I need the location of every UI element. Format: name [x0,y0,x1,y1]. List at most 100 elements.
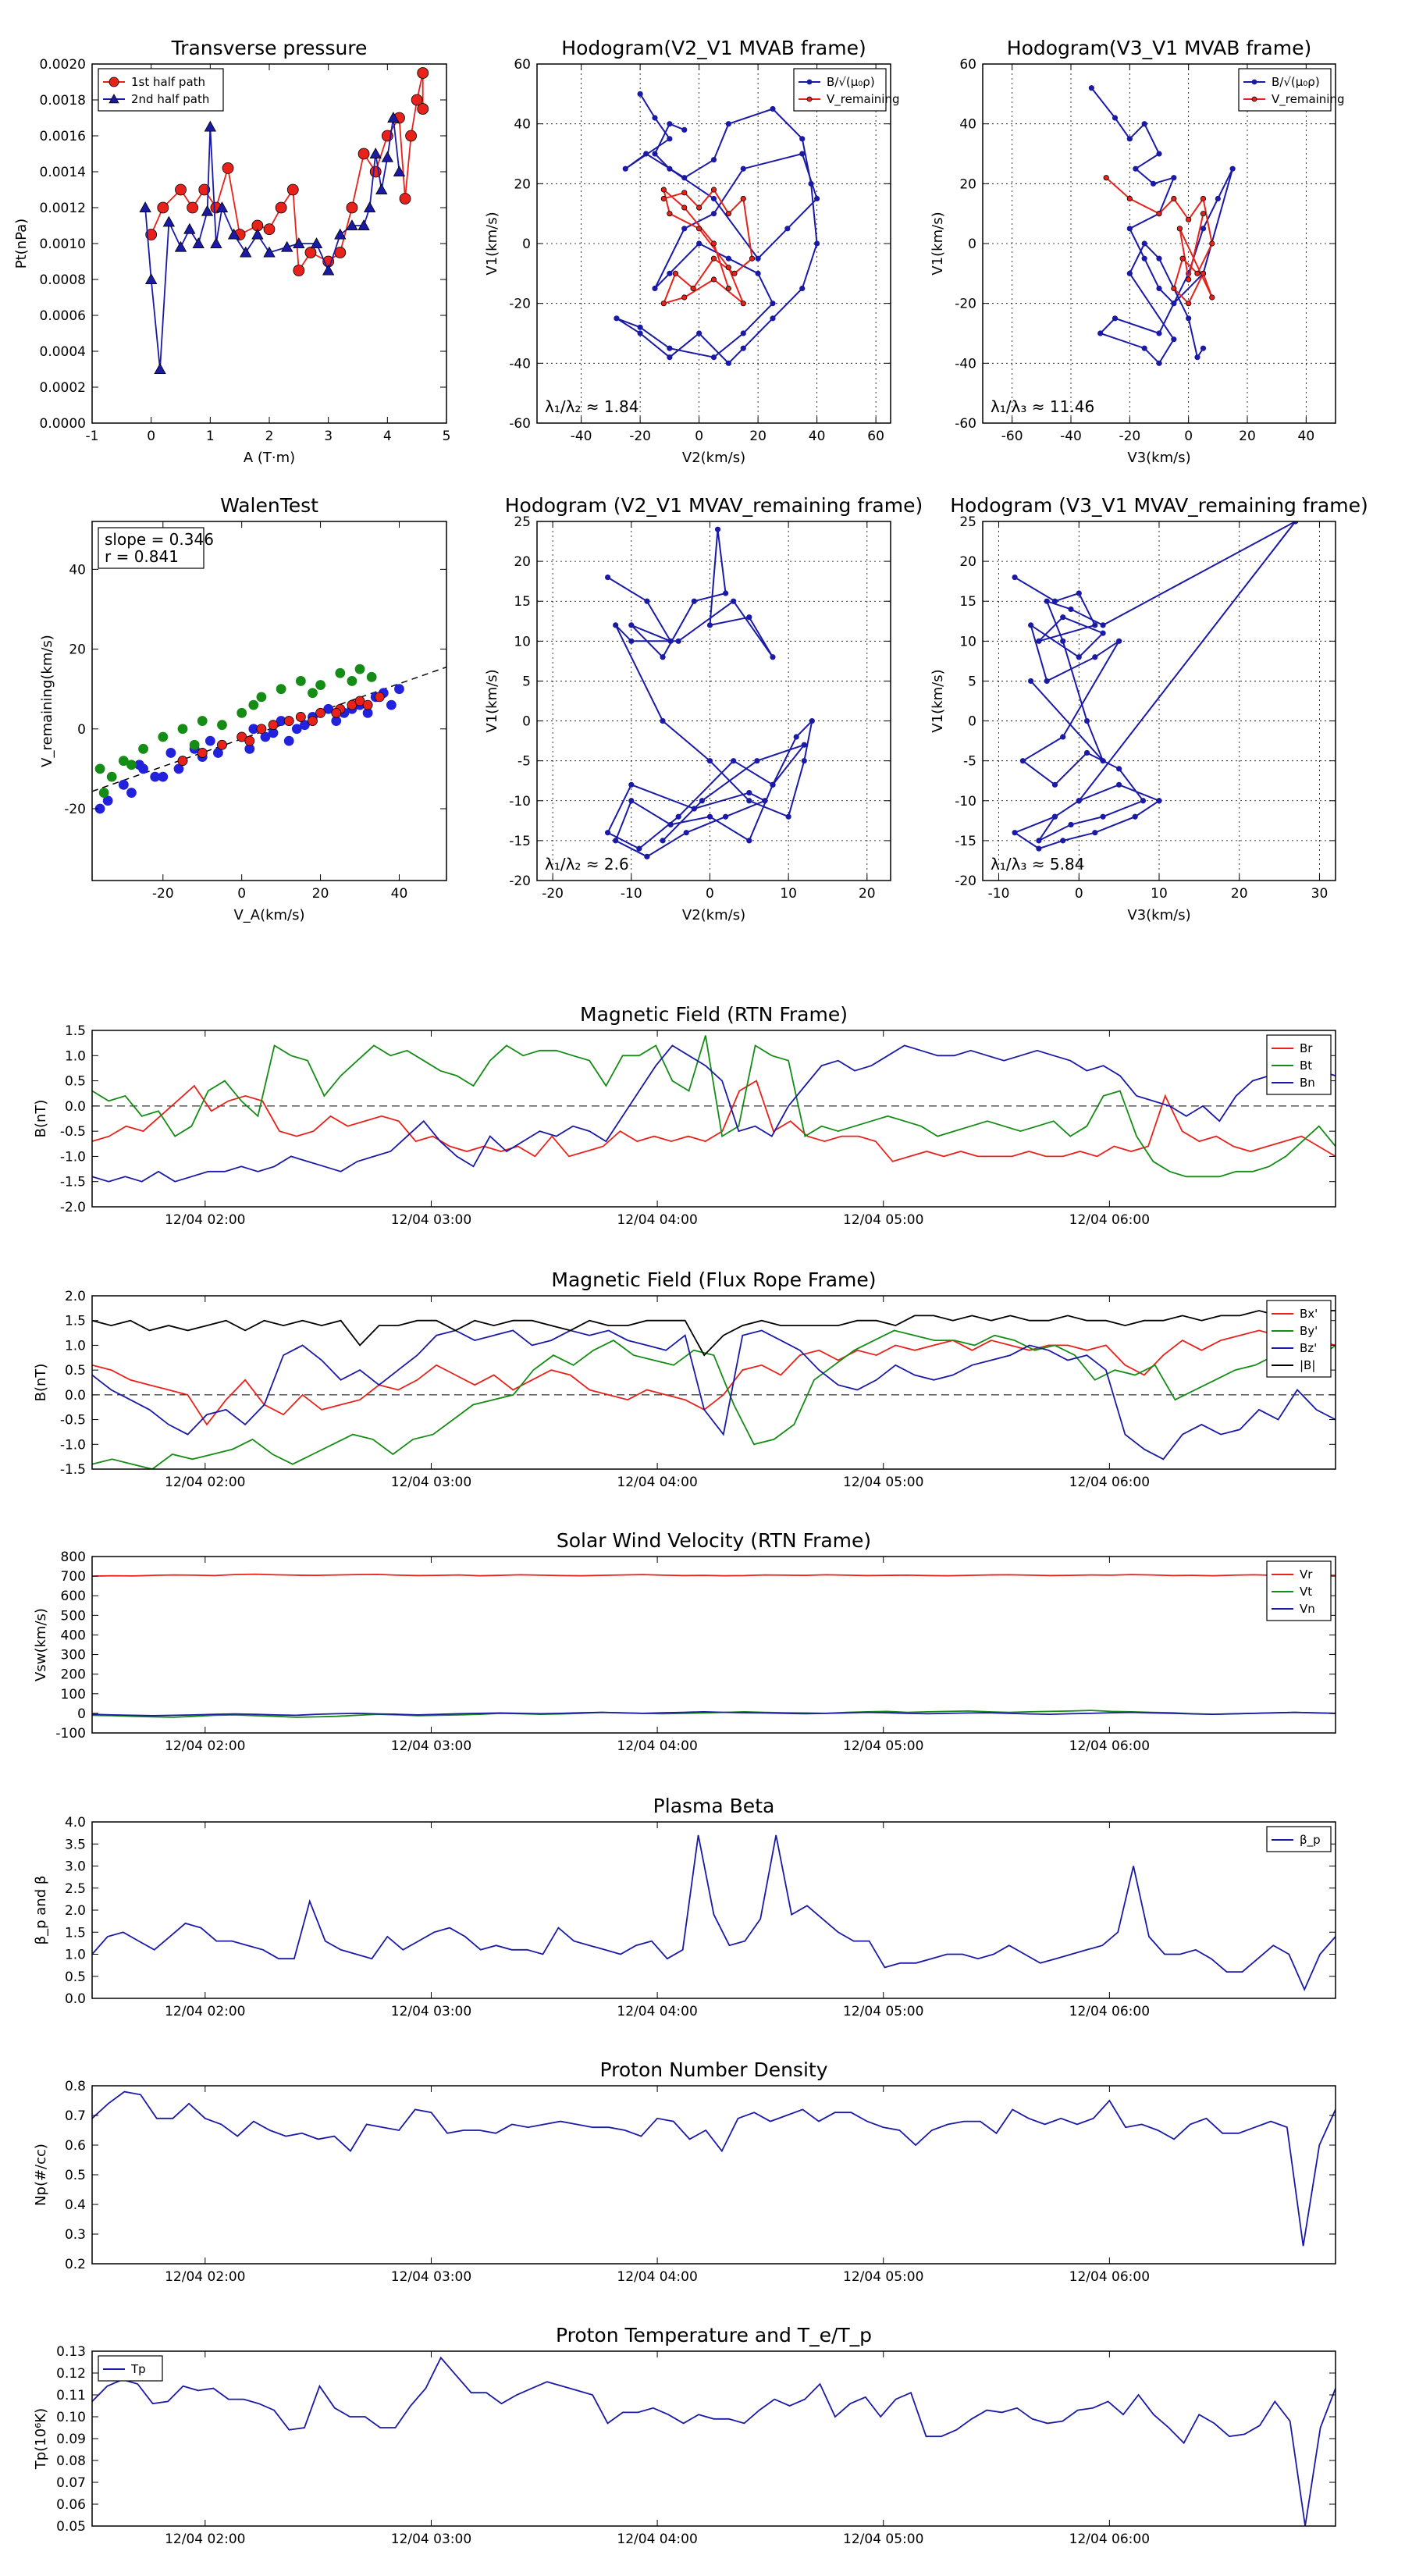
legend-marker [1251,96,1257,102]
data-point [1036,845,1042,852]
data-point [177,724,188,735]
x-tick-label: 0 [1075,886,1083,902]
plot-area [92,1310,1336,1469]
data-point [1171,285,1177,292]
data-point [1215,195,1221,202]
x-tick-label: 0 [695,429,703,444]
y-tick-label: 0.08 [56,2453,86,2469]
data-point [1194,270,1200,276]
plot-area [1088,85,1236,366]
legend-label: V_remaining [1272,92,1345,107]
series-line-V_remaining [662,187,753,305]
data-point [714,526,721,532]
annotation-text: λ₁/λ₂ ≈ 1.84 [545,397,638,416]
legend-label: 2nd half path [131,92,209,106]
data-point [417,103,429,115]
y-tick-label: 0 [77,1706,86,1722]
y-tick-label: 400 [61,1628,86,1643]
series-line-B/√(μ₀ρ) [1090,87,1234,365]
data-point [731,270,738,276]
data-point [660,195,667,202]
x-tick-label: 40 [809,429,826,444]
data-point [268,720,279,731]
x-tick-label: -20 [1119,429,1140,444]
y-tick-label: 800 [61,1550,86,1565]
data-point [417,67,429,79]
y-tick-label: 0.6 [65,2138,86,2154]
axes-frame [536,521,891,881]
data-point [1112,115,1119,121]
chart-walen: WalenTest -20 0 20 40 -20 0 20 40 V_A(km/s) V_rema… [39,494,447,923]
legend-label: 1st half path [131,75,205,89]
x-tick-label: 12/04 03:00 [391,1738,471,1754]
y-tick-label: -60 [955,416,976,432]
plot-area [92,2090,1336,2247]
data-point [1051,781,1058,788]
data-point [1019,758,1026,764]
data-point [660,187,667,193]
data-point [613,838,619,844]
y-tick-label: 1.0 [65,1048,86,1064]
y-tick-label: -2.0 [60,1200,86,1215]
data-point [681,175,688,181]
series-line-0 [92,2090,1336,2247]
y-axis-label: V1(km/s) [484,669,500,732]
data-point [1141,345,1147,351]
y-axis-label: β_p and β [33,1876,49,1945]
data-point [308,716,318,726]
y-tick-label: 0.0002 [40,380,86,396]
y-tick-label: 0.0012 [40,201,86,216]
data-point [374,692,385,703]
chart-hv2: Hodogram(V2_V1 MVAB frame) -40 -20 0 20 40 60 -… [484,37,900,466]
data-point [696,330,702,336]
data-point [192,237,205,249]
x-tick-label: 0 [147,429,155,444]
data-point [1060,734,1066,740]
data-point [291,724,302,735]
data-point [814,240,820,247]
data-point [660,654,666,660]
data-point [197,748,208,758]
data-point [754,758,760,764]
data-point [725,360,731,366]
data-point [722,813,729,820]
chart-title: Hodogram(V2_V1 MVAB frame) [561,37,866,59]
series-line-Bz' [92,1329,1336,1461]
fit-line [92,666,446,792]
data-point [315,680,325,690]
data-point [1176,226,1183,232]
chart-hv3: Hodogram(V3_V1 MVAB frame) -60 -40 -20 0 20 40… [930,37,1345,466]
x-tick-label: -40 [1060,429,1082,444]
data-point [675,813,681,820]
x-tick-label: 12/04 02:00 [165,2004,245,2019]
data-point [675,638,681,644]
y-tick-label: -100 [55,1726,86,1742]
y-tick-label: 0.5 [65,2168,86,2183]
data-point [331,707,342,718]
y-tick-label: -20 [64,802,86,817]
data-point [227,228,240,240]
data-point [1068,606,1074,613]
data-point [667,211,673,217]
y-tick-label: -20 [509,297,531,312]
y-axis-label: Np(#/cc) [33,2144,49,2206]
data-point [622,165,628,172]
y-tick-label: 1.0 [65,1948,86,1963]
legend-box [1266,1826,1332,1852]
legend-label: Tp [130,2362,146,2376]
data-point [710,187,717,193]
data-point [1100,813,1106,820]
data-point [1126,270,1133,276]
y-tick-label: 0.0 [65,1991,86,2007]
data-point [281,240,293,252]
y-tick-label: 0 [77,722,86,738]
data-point [644,598,650,604]
y-tick-label: 0 [522,237,531,252]
plot-area [604,526,815,859]
x-tick-label: 10 [1151,886,1168,902]
data-point [628,622,635,628]
annotation-text: r = 0.841 [105,547,179,566]
data-point [725,285,731,292]
y-tick-label: 0.5 [65,1969,86,1985]
data-point [335,667,346,678]
